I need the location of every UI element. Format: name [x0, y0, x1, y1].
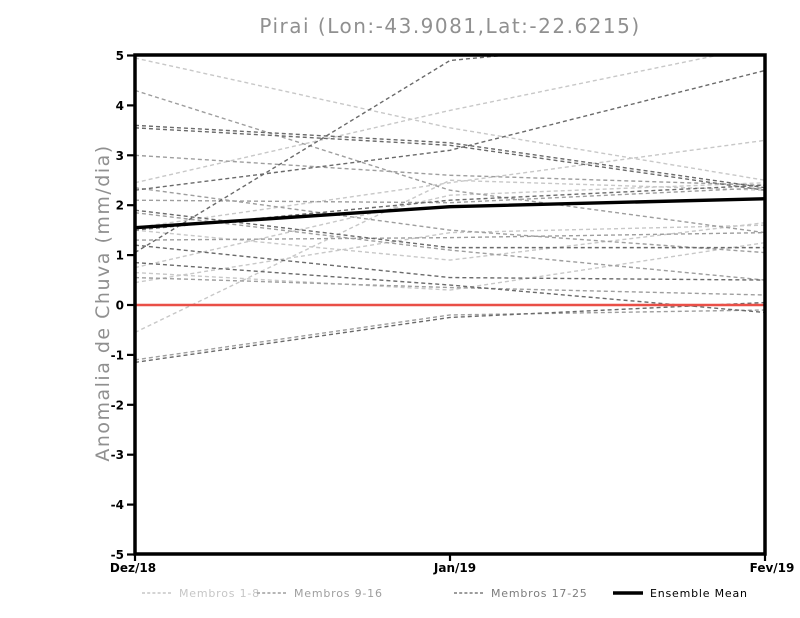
member-line: [135, 244, 765, 281]
y-tick-label: -2: [111, 398, 124, 412]
member-line: [135, 187, 765, 254]
series-layer: [135, 55, 765, 364]
member-line: [135, 124, 765, 189]
y-tick-label: 0: [116, 299, 124, 313]
y-tick-label: -1: [111, 348, 124, 362]
member-line: [135, 221, 765, 261]
member-line: [135, 69, 765, 191]
ensemble-mean-line: [135, 197, 765, 230]
member-line: [135, 154, 765, 186]
member-line: [135, 209, 765, 249]
y-tick-label: 1: [116, 249, 124, 263]
x-tick-label: Fev/19: [750, 561, 795, 575]
member-line: [135, 89, 765, 234]
member-line: [135, 187, 765, 204]
x-tick-label: Dez/18: [110, 561, 156, 575]
chart-title: Pirai (Lon:-43.9081,Lat:-22.6215): [259, 14, 641, 38]
member-line: [135, 211, 765, 281]
member-line: [135, 224, 765, 284]
member-line: [135, 301, 765, 364]
y-tick-label: 2: [116, 199, 124, 213]
member-line: [135, 241, 765, 291]
y-tick-label: 4: [116, 99, 124, 113]
member-line: [135, 55, 723, 184]
member-line: [135, 276, 765, 296]
member-line: [135, 231, 765, 241]
y-tick-label: -3: [111, 448, 124, 462]
member-line: [135, 127, 765, 191]
y-tick-label: 3: [116, 149, 124, 163]
x-tick-label: Jan/19: [433, 561, 476, 575]
y-tick-label: -5: [111, 548, 124, 562]
member-line: [135, 261, 765, 314]
member-line: [135, 139, 765, 229]
member-line: [135, 309, 765, 361]
member-line: [135, 55, 516, 254]
member-line: [135, 182, 765, 269]
y-tick-label: 5: [116, 49, 124, 63]
y-tick-label: -4: [111, 498, 124, 512]
member-line: [135, 57, 765, 181]
